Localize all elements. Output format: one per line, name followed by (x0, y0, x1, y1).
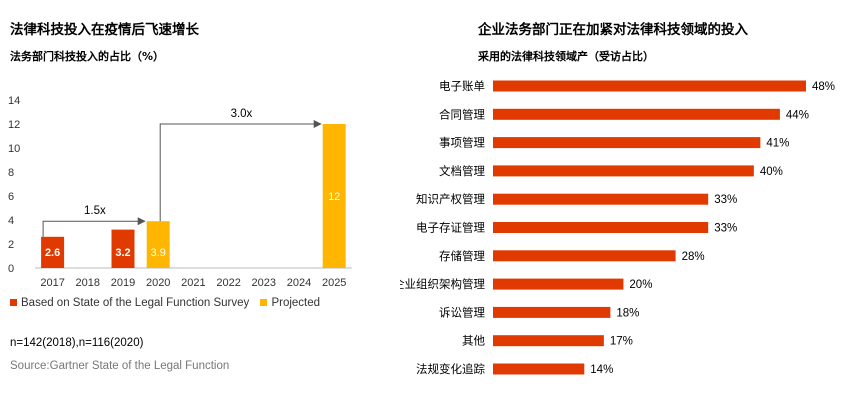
legend-label-survey: Based on State of the Legal Function Sur… (21, 297, 250, 309)
bar (493, 278, 624, 290)
category-label: 合同管理 (439, 107, 485, 121)
category-label: 法规变化追踪 (416, 362, 485, 376)
growth-annotation: 3.0x (231, 108, 253, 120)
bar (41, 236, 65, 268)
data-label: 3.2 (115, 247, 130, 259)
category-label: 其他 (462, 335, 485, 348)
bar (493, 250, 676, 262)
x-tick-label: 2023 (252, 277, 276, 289)
bar (493, 108, 780, 120)
data-label: 14% (590, 364, 613, 376)
source-note: Source:Gartner State of the Legal Functi… (10, 360, 230, 372)
data-label: 33% (714, 223, 737, 235)
sample-size-note: n=142(2018),n=116(2020) (10, 337, 144, 349)
data-label: 41% (766, 138, 789, 150)
adoption-bar-chart: 电子账单 48% 合同管理 44% 事项管理 41% 文档管理 40% 知识产权管理 33% 电子存… (400, 80, 835, 376)
bar (493, 222, 709, 233)
right-panel: 企业法务部门正在加紧对法律科技领域的投入 采用的法律科技领域产（受访占比） 电子… (400, 0, 851, 400)
left-chart-title: 法律科技投入在疫情后飞速增长 (10, 22, 199, 38)
bar (493, 363, 585, 375)
category-label: 电子存证管理 (416, 221, 485, 235)
data-label: 2.6 (45, 247, 60, 259)
data-label: 33% (714, 194, 737, 206)
bar (493, 165, 754, 177)
category-label: 电子账单 (439, 80, 485, 93)
bar (146, 221, 170, 268)
category-label: 文档管理 (439, 164, 485, 178)
legend-label-projected: Projected (271, 297, 321, 309)
x-tick-label: 2025 (322, 277, 346, 289)
y-tick-label: 12 (8, 119, 20, 131)
data-label: 48% (812, 81, 835, 93)
x-tick-label: 2019 (111, 277, 135, 289)
left-panel: 法律科技投入在疫情后飞速增长 法务部门科技投入的占比（%） 0 2 4 6 8 10 12 1… (0, 0, 400, 400)
bar (493, 335, 604, 347)
x-tick-label: 2021 (181, 277, 205, 289)
x-tick-label: 2017 (40, 277, 64, 289)
legend-swatch-projected (260, 299, 268, 306)
left-chart-legend: Based on State of the Legal Function Sur… (10, 297, 328, 309)
x-tick-label: 2018 (76, 277, 100, 289)
right-chart-title: 企业法务部门正在加紧对法律科技领域的投入 (478, 22, 748, 38)
data-label: 17% (610, 336, 633, 348)
left-chart-subtitle: 法务部门科技投入的占比（%） (10, 50, 165, 63)
x-tick-label: 2020 (146, 277, 170, 289)
category-label: 事项管理 (439, 136, 485, 150)
x-tick-label: 2022 (216, 277, 240, 289)
y-tick-label: 14 (8, 95, 20, 107)
legend-item-projected: Projected (260, 297, 320, 309)
category-label: 存储管理 (439, 249, 485, 263)
data-label: 40% (760, 166, 783, 178)
y-tick-label: 8 (8, 167, 14, 179)
bar (493, 193, 709, 205)
y-tick-label: 4 (8, 215, 14, 227)
growth-bar-chart: 0 2 4 6 8 10 12 14 2017 2018 2019 2020 2021 2022 2023 2… (8, 95, 352, 289)
bar (111, 229, 135, 268)
data-label: 28% (682, 251, 705, 263)
data-label: 44% (786, 109, 809, 121)
growth-annotation: 1.5x (84, 205, 106, 217)
data-label: 3.9 (151, 247, 166, 259)
bar (493, 80, 806, 92)
category-label: 知识产权管理 (416, 192, 485, 206)
x-tick-label: 2024 (287, 277, 311, 289)
y-tick-label: 0 (8, 263, 14, 275)
growth-arrow (159, 120, 322, 222)
right-chart-subtitle: 采用的法律科技领域产（受访占比） (478, 50, 654, 63)
y-tick-label: 10 (8, 143, 20, 155)
data-label: 12 (328, 191, 340, 203)
category-label: 企业组织架构管理 (400, 277, 485, 291)
data-label: 18% (616, 307, 639, 319)
bar (493, 137, 761, 149)
y-tick-label: 6 (8, 191, 14, 203)
growth-arrow (42, 217, 146, 237)
bar (493, 306, 611, 318)
category-label: 诉讼管理 (439, 305, 485, 319)
legend-swatch-survey (10, 299, 17, 306)
legend-item-survey: Based on State of the Legal Function Sur… (10, 297, 249, 309)
bar (322, 124, 346, 268)
data-label: 20% (629, 279, 652, 291)
y-tick-label: 2 (8, 239, 14, 251)
